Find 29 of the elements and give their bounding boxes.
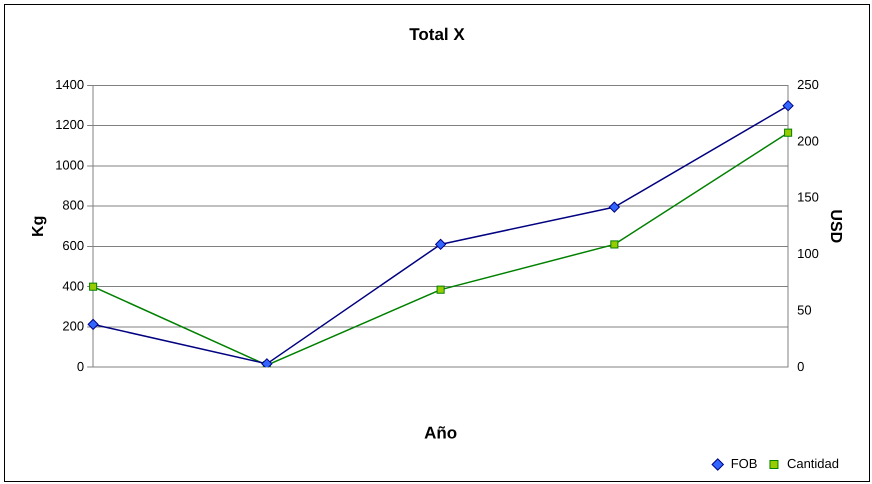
y2-tick-label: 0 (797, 358, 804, 374)
x-axis-title: Año (424, 423, 458, 442)
point (610, 240, 618, 248)
chart-title: Total X (409, 24, 466, 44)
y-tick-label: 1200 (55, 117, 84, 132)
y-tick-label: 1400 (55, 76, 84, 92)
point (435, 238, 446, 250)
y2-tick-label: 200 (797, 133, 819, 148)
y-tick-label: 600 (62, 238, 84, 254)
legend-label: Cantidad (786, 456, 840, 472)
y2-tick-label: 250 (797, 76, 819, 92)
y-tick-label: 400 (62, 278, 84, 294)
y-axis-title: Kg (30, 216, 48, 237)
point (608, 202, 620, 213)
y-tick-label: 200 (62, 318, 84, 334)
point (261, 358, 272, 368)
point (436, 286, 445, 294)
legend-label: FOB (730, 456, 758, 472)
y2-tick-label: 100 (797, 246, 819, 262)
y2-tick-label: 50 (797, 302, 812, 318)
y2-tick-label: 150 (797, 190, 819, 205)
y-tick-label: 800 (62, 198, 84, 213)
y2-axis-title: USD (826, 209, 844, 244)
y-tick-label: 1000 (55, 157, 84, 172)
point (89, 282, 98, 291)
point (782, 100, 794, 112)
point (784, 128, 792, 137)
point (88, 318, 99, 330)
y-tick-label: 0 (76, 358, 84, 374)
